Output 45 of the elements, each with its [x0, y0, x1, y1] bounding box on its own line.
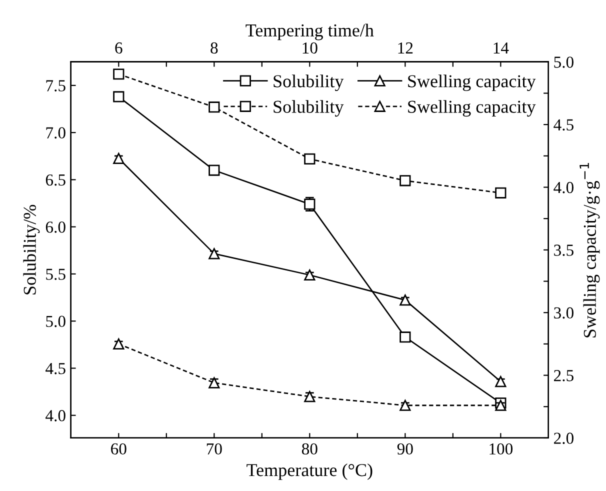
x2-tick-label: 14: [494, 42, 509, 54]
y-tick-label: 5.0: [46, 316, 66, 328]
x2-tick-label: 8: [210, 42, 218, 54]
point: [208, 377, 220, 388]
x2-axis-title: Tempering time/h: [246, 24, 374, 40]
y-tick-label: 7.0: [46, 127, 66, 139]
x-axis-title: Temperature (°C): [246, 464, 372, 480]
x2-tick-label: 10: [302, 42, 318, 54]
point: [400, 294, 411, 306]
y2-tick-label: 3.0: [554, 307, 574, 319]
point: [304, 391, 316, 402]
legend-label: Solubility: [274, 100, 344, 117]
point: [113, 152, 124, 164]
legend-label: Solubility: [274, 74, 344, 92]
x-tick-label: 70: [206, 443, 222, 455]
x2-tick-label: 12: [398, 42, 413, 54]
point: [208, 164, 220, 176]
point: [304, 269, 316, 281]
y2-axis-title: Swelling capacity/g·g$^{−1}$: [580, 162, 600, 338]
y-tick-label: 6.0: [46, 222, 66, 233]
x-tick-label: 80: [302, 443, 318, 455]
y-tick-label: 5.5: [46, 268, 66, 280]
y2-tick-label: 2.0: [554, 432, 574, 444]
y-tick-label: 4.0: [46, 410, 66, 422]
legend-label: Swelling capacity: [408, 100, 536, 117]
point: [400, 400, 411, 411]
point: [400, 332, 411, 343]
x-tick-label: 60: [111, 443, 126, 455]
y-axis-title: Solubility/%: [23, 204, 40, 294]
y2-tick-label: 2.5: [554, 370, 574, 382]
y2-tick-label: 3.5: [554, 244, 574, 256]
x-tick-label: 90: [397, 443, 413, 455]
point: [208, 248, 220, 260]
y-tick-label: 7.5: [46, 80, 66, 92]
x2-tick-label: 6: [115, 42, 122, 54]
point: [495, 376, 506, 388]
legend-label: Swelling capacity: [408, 74, 536, 92]
y2-tick-label: 4.5: [554, 119, 574, 131]
x-tick-label: 100: [490, 443, 513, 455]
point: [113, 91, 124, 102]
y2-tick-label: 5.0: [554, 56, 574, 68]
point: [113, 338, 124, 350]
y-tick-label: 4.5: [46, 363, 66, 374]
y-tick-label: 6.5: [46, 174, 66, 186]
y2-tick-label: 4.0: [554, 182, 574, 194]
